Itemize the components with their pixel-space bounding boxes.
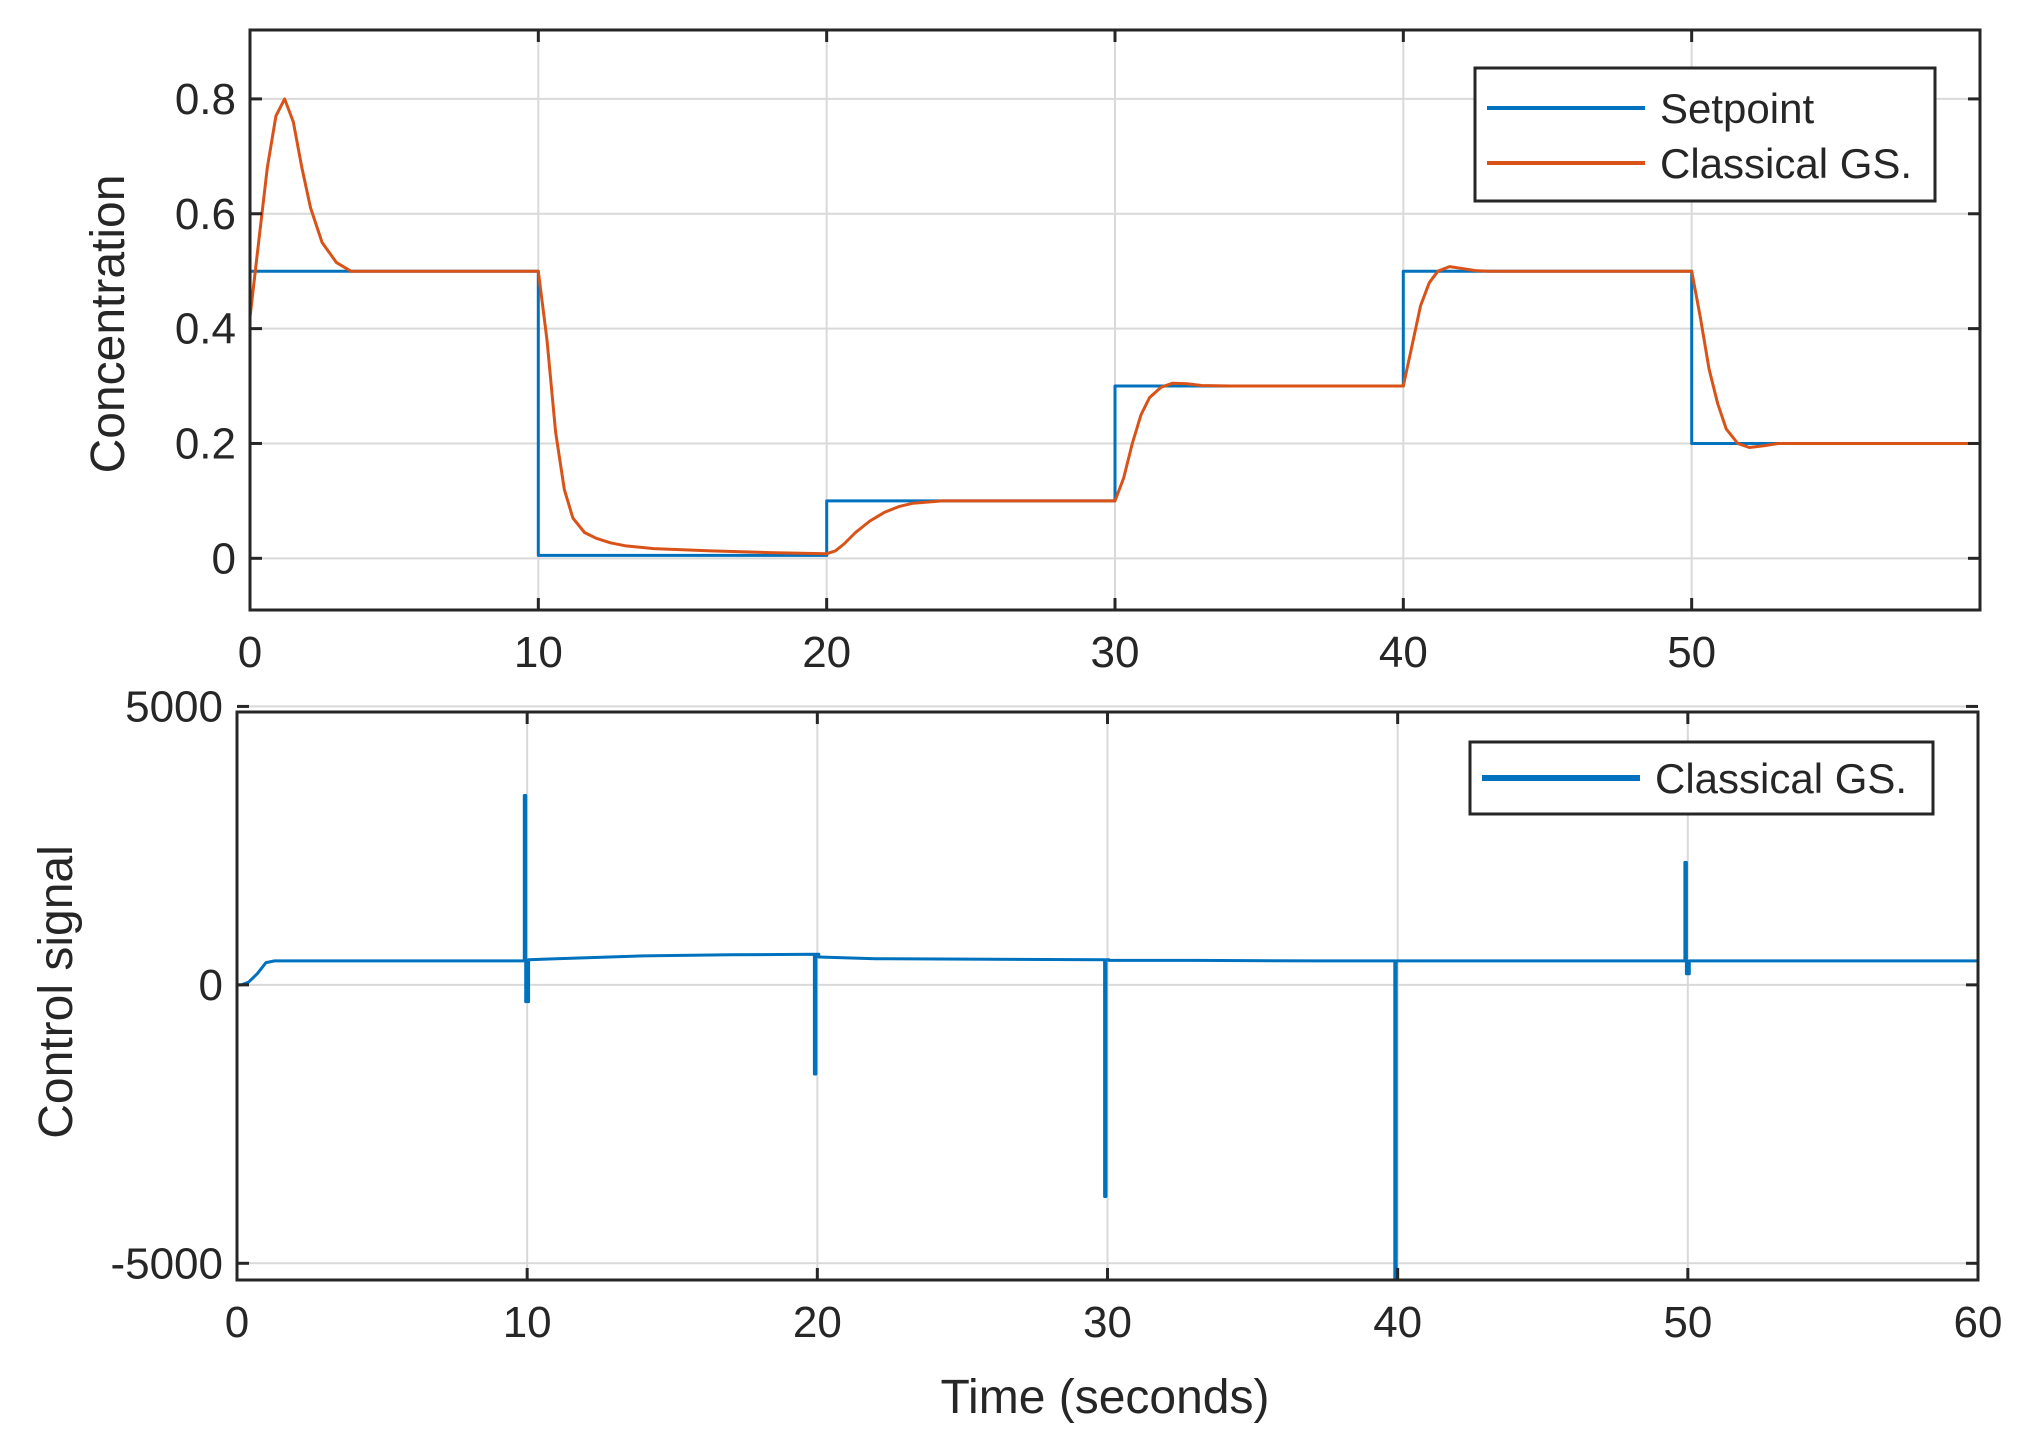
concentration-y-tick-label: 0	[212, 534, 236, 583]
concentration-y-axis-label: Concentration	[82, 175, 135, 474]
legend-label-classical-gs: Classical GS.	[1660, 140, 1912, 187]
concentration-lines	[248, 97, 1980, 557]
concentration-x-tick-label: 0	[238, 628, 262, 677]
time-x-axis-label: Time (seconds)	[941, 1371, 1270, 1424]
control-signal-x-tick-label: 10	[503, 1298, 552, 1347]
concentration-x-tick-label: 20	[802, 628, 851, 677]
concentration-series-setpoint	[250, 269, 1980, 557]
concentration-x-tick-label: 50	[1667, 628, 1716, 677]
concentration-x-tick-label: 10	[514, 628, 563, 677]
legend-label-setpoint: Setpoint	[1660, 85, 1814, 132]
control-signal-y-tick-label: -5000	[110, 1239, 223, 1288]
control-signal-y-axis-label: Control signal	[30, 845, 83, 1138]
control-signal-series-classical-gs	[235, 794, 1978, 1282]
concentration-x-tick-label: 30	[1091, 628, 1140, 677]
concentration-ticks: 0 10 20 30 40 50 0 0.2 0.4 0.6 0.8	[175, 30, 1980, 677]
concentration-x-tick-label: 40	[1379, 628, 1428, 677]
concentration-y-tick-label: 0.6	[175, 190, 236, 239]
legend-label-classical-gs-control: Classical GS.	[1655, 755, 1907, 802]
control-signal-x-tick-label: 20	[793, 1298, 842, 1347]
concentration-legend: Setpoint Classical GS.	[1473, 66, 1937, 203]
concentration-y-tick-label: 0.2	[175, 419, 236, 468]
concentration-axes: 0 10 20 30 40 50 0 0.2 0.4 0.6 0.8 Concentration S…	[82, 28, 1982, 677]
control-signal-lines	[235, 794, 1978, 1282]
control-signal-x-tick-label: 30	[1083, 1298, 1132, 1347]
concentration-series-classical-gs	[248, 97, 1980, 556]
control-signal-x-tick-label: 40	[1373, 1298, 1422, 1347]
control-signal-x-tick-label: 0	[225, 1298, 249, 1347]
concentration-legend-box	[1473, 66, 1937, 203]
concentration-y-tick-label: 0.8	[175, 75, 236, 124]
control-signal-x-tick-label: 60	[1954, 1298, 2003, 1347]
control-signal-legend: Classical GS.	[1468, 740, 1935, 816]
control-signal-y-tick-label: 5000	[125, 682, 223, 731]
control-signal-y-tick-label: 0	[199, 961, 223, 1010]
control-signal-x-tick-label: 50	[1663, 1298, 1712, 1347]
concentration-y-tick-label: 0.4	[175, 305, 236, 354]
